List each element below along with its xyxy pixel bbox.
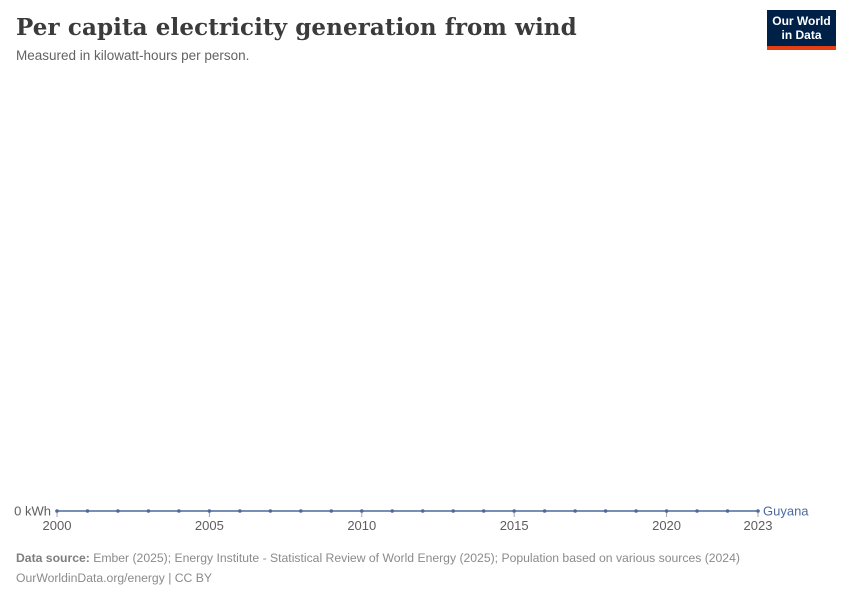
data-point[interactable] [695, 509, 699, 513]
chart-subtitle: Measured in kilowatt-hours per person. [16, 48, 250, 63]
data-point[interactable] [725, 509, 730, 513]
data-point[interactable] [299, 509, 303, 513]
x-axis-label: 2015 [500, 518, 529, 533]
data-point[interactable] [756, 509, 760, 513]
chart-canvas[interactable]: 2000 2005 2010 2015 2020 2023 0 kWh Guyana [0, 488, 850, 540]
data-point[interactable] [603, 509, 608, 513]
data-point[interactable] [146, 509, 151, 513]
data-point[interactable] [207, 509, 212, 513]
x-axis-label: 2005 [195, 518, 224, 533]
chart-area: 2000 2005 2010 2015 2020 2023 0 kWh Guyana [0, 488, 850, 540]
entity-label-guyana[interactable]: Guyana [763, 504, 809, 519]
chart-footer: Data source: Ember (2025); Energy Instit… [16, 548, 834, 588]
data-point[interactable] [359, 509, 364, 513]
x-axis-label: 2000 [43, 518, 72, 533]
data-source-label: Data source: [16, 551, 90, 565]
data-source-text: Ember (2025); Energy Institute - Statist… [89, 551, 740, 565]
data-point[interactable] [85, 509, 90, 513]
x-axis-label: 2020 [652, 518, 681, 533]
owid-logo-line2: in Data [781, 28, 822, 42]
data-point[interactable] [634, 509, 638, 513]
license-link[interactable]: OurWorldinData.org/energy | CC BY [16, 571, 212, 585]
page-title: Per capita electricity generation from w… [16, 14, 577, 41]
owid-logo-line1: Our World [772, 13, 831, 28]
data-point[interactable] [542, 509, 547, 513]
data-point[interactable] [512, 509, 516, 513]
x-axis-label: 2010 [347, 518, 376, 533]
chart-header: Per capita electricity generation from w… [16, 14, 730, 63]
data-source-line: Data source: Ember (2025); Energy Instit… [16, 548, 834, 568]
owid-logo[interactable]: Our World in Data [767, 10, 836, 50]
y-axis-zero-label: 0 kWh [14, 504, 51, 519]
data-point[interactable] [116, 509, 120, 513]
x-axis-label: 2023 [744, 518, 773, 533]
data-point[interactable] [664, 509, 669, 513]
data-point[interactable] [420, 509, 425, 513]
data-point[interactable] [238, 509, 242, 513]
data-point[interactable] [55, 509, 59, 513]
data-point[interactable] [451, 509, 456, 513]
data-point[interactable] [573, 509, 577, 513]
data-point[interactable] [268, 509, 273, 513]
data-point[interactable] [481, 509, 486, 513]
data-point[interactable] [329, 509, 334, 513]
data-point[interactable] [177, 509, 181, 513]
data-point[interactable] [390, 509, 395, 513]
